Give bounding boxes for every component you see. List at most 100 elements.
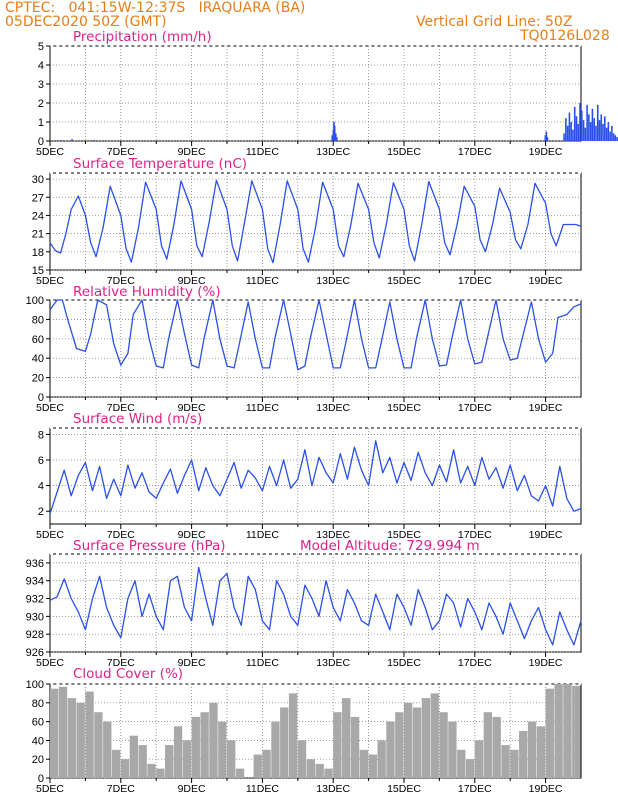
panel-title: Relative Humidity (%) [73,284,221,300]
panel-frame [49,172,582,271]
y-tick-label: 21 [32,229,44,241]
cloud-bar [386,721,395,778]
x-tick-label: 15DEC [387,783,421,795]
cloud-bar [439,712,448,778]
x-tick-label: 7DEC [107,529,135,541]
y-tick-label: 27 [32,192,44,204]
panel-title: Surface Temperature (nC) [73,156,247,172]
precip-bar [596,104,599,141]
y-tick-label: 8 [38,429,44,441]
precip-bar [584,127,587,141]
y-tick-label: 936 [26,558,44,570]
y-tick-label: 3 [38,79,44,91]
y-tick-label: 20 [32,754,44,766]
cloud-bar [85,691,94,778]
cloud-bar [315,763,324,778]
cloud-bar [527,721,537,778]
panel-title: Precipitation (mm/h) [73,29,212,45]
x-tick-label: 19DEC [529,529,563,541]
x-tick-label: 9DEC [178,275,206,287]
header-code: TQ0126L028 [520,28,610,44]
series-line [49,179,582,264]
y-tick-label: 24 [32,210,44,222]
y-tick-label: 80 [32,698,44,710]
series-line [49,299,582,371]
precip-bar [545,131,548,141]
y-tick-label: 0 [38,392,44,404]
precip-bar [568,112,571,141]
cloud-bar [421,698,431,778]
x-tick-label: 5DEC [36,657,64,669]
cloud-bar [288,693,298,778]
precip-bar [611,125,613,141]
cloud-bar [501,745,510,778]
series-line [49,440,582,515]
cloud-bar [457,749,466,778]
x-tick-label: 7DEC [107,657,135,669]
precip-bar [591,108,594,141]
cloud-bar [235,768,245,778]
cloud-bar [333,712,342,778]
x-tick-label: 7DEC [107,783,135,795]
precip-bar [563,133,565,141]
cloud-bar [262,749,271,778]
y-tick-label: 6 [38,455,44,467]
y-tick-label: 60 [32,334,44,346]
cloud-bar [297,740,307,778]
x-tick-label: 5DEC [36,529,64,541]
cloud-bar [572,685,581,778]
header-grid-note: Vertical Grid Line: 50Z [416,14,573,30]
precip-bar [595,125,597,141]
y-tick-label: 30 [32,174,44,186]
precip-bar [546,137,549,141]
x-tick-label: 7DEC [107,402,135,414]
x-tick-label: 5DEC [36,275,64,287]
cloud-bar [182,740,192,778]
x-tick-label: 9DEC [178,402,206,414]
precip-bar [573,106,576,141]
precip-bar [565,118,567,141]
x-tick-label: 13DEC [316,657,350,669]
cloud-bar [156,768,165,778]
precip-bar [616,137,618,141]
precip-bar [602,123,604,141]
panel-frame [49,45,582,142]
precip-bar [600,114,603,141]
cloud-bar [359,749,369,778]
precip-bar [566,125,569,141]
x-tick-label: 19DEC [529,657,563,669]
cloud-bar [76,702,85,778]
x-tick-label: 17DEC [458,783,492,795]
x-tick-label: 19DEC [529,146,563,158]
y-tick-label: 20 [32,373,44,385]
precip-bar [333,125,336,141]
cloud-bar [227,740,236,778]
precip-bar [612,133,615,141]
x-tick-label: 11DEC [246,657,279,669]
precip-bar [544,135,547,141]
cloud-bar [395,712,404,778]
y-tick-label: 60 [32,717,44,729]
precip-bar [604,116,606,141]
cloud-bar [280,707,289,778]
y-tick-label: 1 [38,117,44,129]
precip-bar [572,129,574,141]
x-tick-label: 15DEC [387,402,421,414]
y-tick-label: 926 [26,647,44,659]
x-tick-label: 13DEC [316,783,350,795]
y-tick-label: 0 [38,136,44,148]
cloud-bar [430,693,439,778]
x-tick-label: 17DEC [458,402,492,414]
cloud-bar [519,731,528,778]
x-tick-label: 19DEC [529,402,563,414]
cloud-bar [94,712,103,778]
y-tick-label: 100 [26,295,44,307]
precip-bar [92,140,95,141]
precip-bar [336,137,338,141]
cloud-bar [129,735,138,778]
precip-bar [605,127,608,141]
x-tick-label: 5DEC [36,402,64,414]
precip-bar [331,135,334,141]
cloud-bar [103,721,112,778]
y-tick-label: 18 [32,247,44,259]
